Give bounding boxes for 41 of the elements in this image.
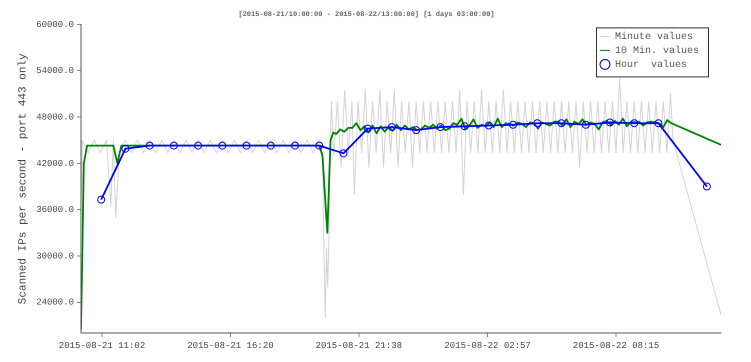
point (460, 122, 469, 130)
point (242, 142, 251, 150)
y-axis-title: Scanned IPs per second - port 443 only (18, 52, 30, 304)
point (315, 142, 324, 150)
point (291, 142, 300, 150)
legend-label: 10 Min. values (614, 45, 699, 58)
legend-label: Hour values (614, 59, 687, 72)
point (339, 149, 348, 158)
point (436, 123, 444, 132)
point (702, 182, 711, 191)
point (194, 142, 202, 150)
x-tick-label: 2015-08-21 16:20 (187, 340, 274, 351)
point (630, 119, 638, 128)
point (533, 119, 542, 128)
x-tick-label: 2015-08-22 08:15 (572, 340, 660, 351)
y-tick-label: 36000.0 (36, 205, 74, 216)
y-tick-label: 48000.0 (36, 112, 74, 122)
point (266, 142, 275, 150)
y-tick-label: 24000.0 (36, 298, 74, 308)
y-tick-label: 60000.0 (36, 20, 74, 30)
point (484, 122, 493, 130)
point (654, 119, 662, 128)
legend-label: Minute values (614, 31, 693, 44)
point (582, 120, 590, 129)
point (388, 123, 396, 132)
point (218, 142, 226, 150)
y-tick-label: 42000.0 (36, 158, 74, 169)
point (146, 142, 154, 150)
y-tick-label: 30000.0 (36, 251, 74, 262)
point (364, 124, 372, 133)
point (97, 196, 106, 204)
point (121, 144, 130, 153)
point (558, 119, 566, 128)
x-tick-label: 2015-08-22 02:57 (444, 340, 531, 351)
x-tick-label: 2015-08-21 11:02 (58, 340, 146, 351)
y-tick-label: 54000.0 (36, 66, 74, 76)
point (606, 118, 614, 126)
point (509, 120, 518, 129)
x-tick-label: 2015-08-21 21:38 (316, 340, 402, 351)
point (412, 126, 420, 134)
point (170, 142, 178, 150)
